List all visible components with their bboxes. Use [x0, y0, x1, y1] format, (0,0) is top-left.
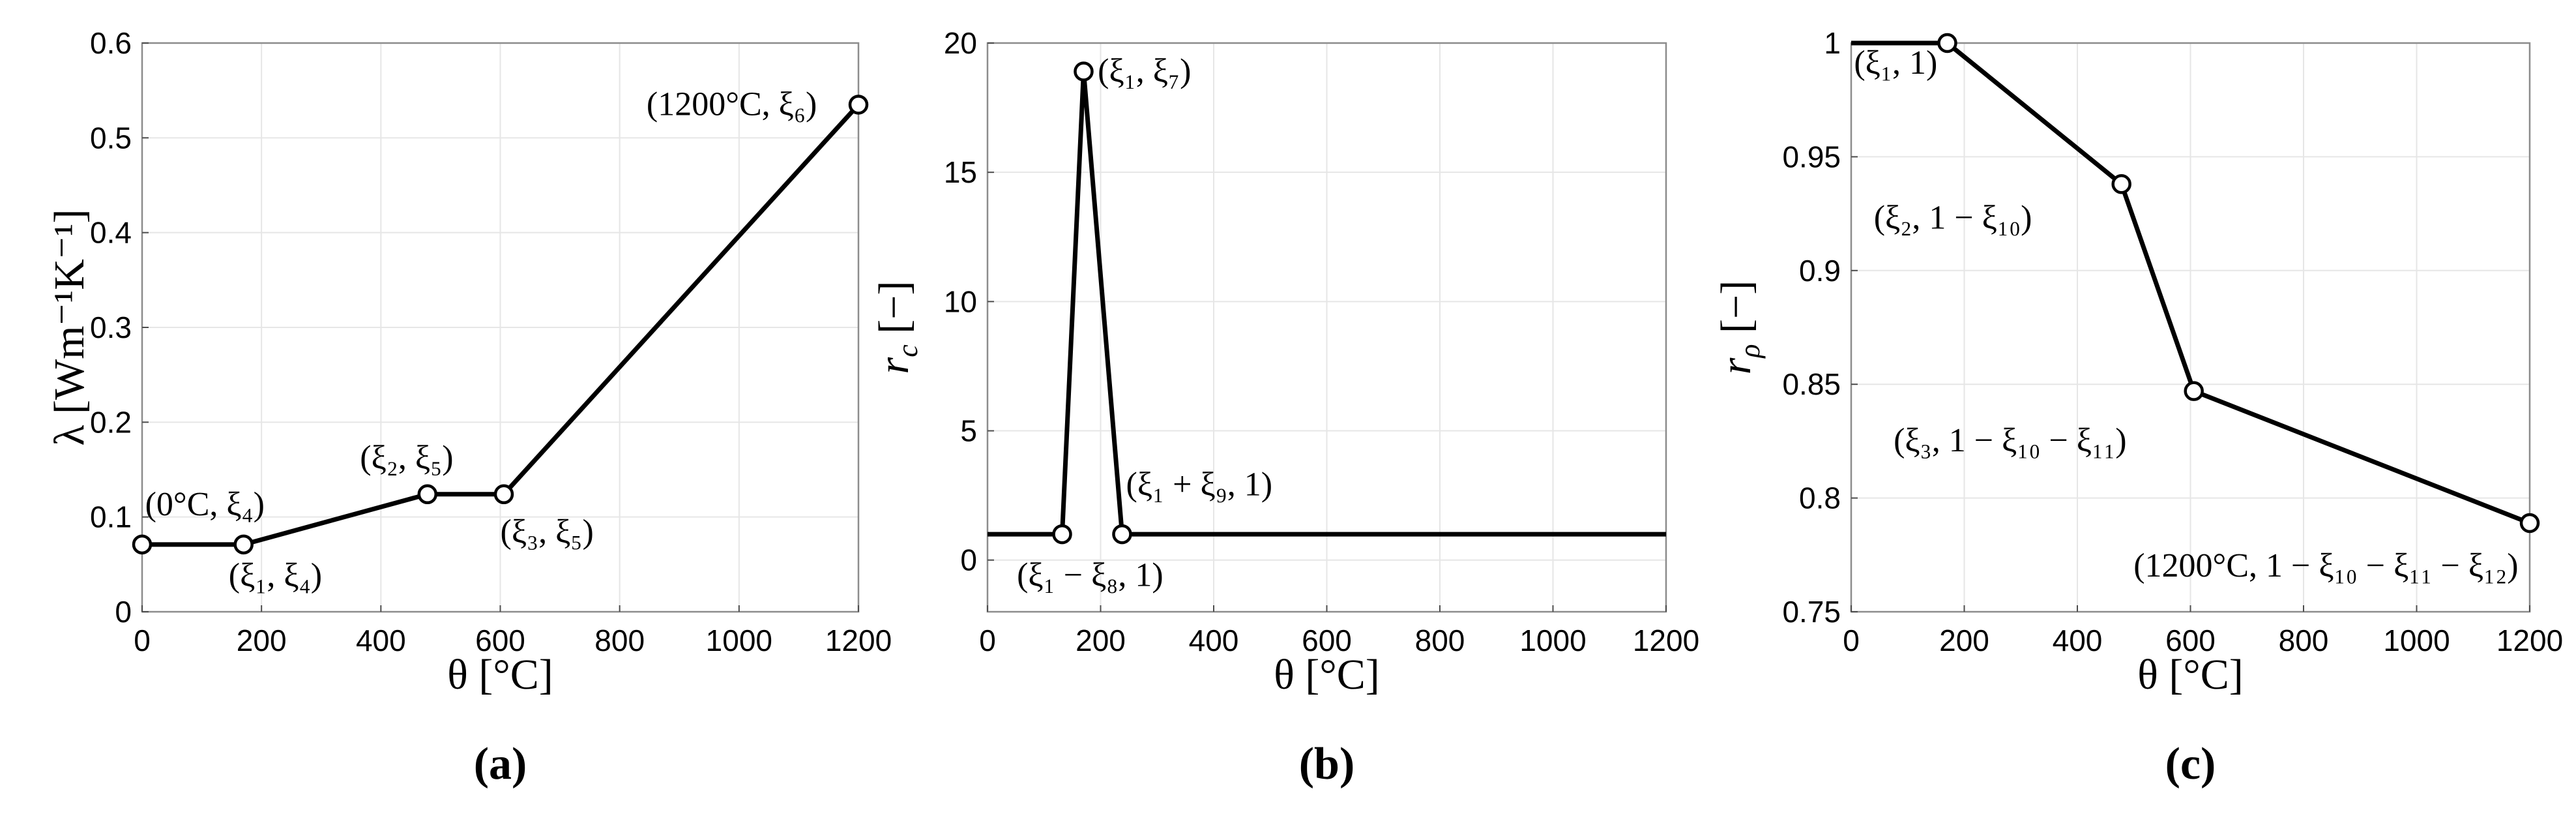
x-tick-label: 800: [1415, 624, 1465, 657]
annotation-0: (ξ₁, 1): [1854, 44, 1937, 82]
x-tick-label: 600: [2165, 624, 2216, 657]
data-point-4: [848, 95, 869, 115]
y-tick-label: 15: [944, 155, 977, 189]
annotation-1: (ξ₁ + ξ₉, 1): [1126, 466, 1273, 504]
x-tick-label: 200: [1076, 624, 1126, 657]
y-axis-label: rρ [−]: [1712, 280, 1766, 375]
y-tick-label: 0.4: [90, 216, 132, 250]
x-tick-label: 1200: [825, 624, 892, 657]
data-point-3: [493, 484, 514, 505]
x-tick-label: 0: [1843, 624, 1860, 657]
data-point-1: [2111, 174, 2131, 194]
annotation-3: (ξ₃, ξ₅): [501, 513, 594, 550]
data-point-2: [1112, 524, 1132, 545]
y-tick-label: 0.6: [90, 26, 132, 60]
annotation-2: (ξ₁ − ξ₈, 1): [1017, 556, 1164, 594]
panel-label: (a): [474, 739, 527, 789]
panel-b: 0 200 400 600 800 1000 1200 0 5 10 15 20 θ [°C] rc [−…: [870, 26, 1699, 789]
data-point-1: [1074, 61, 1094, 82]
x-tick-label: 200: [1939, 624, 1989, 657]
y-tick-label: 0.1: [90, 500, 132, 534]
x-axis-label: θ [°C]: [2137, 651, 2244, 699]
y-tick-label: 10: [944, 284, 977, 318]
x-tick-label: 1000: [2383, 624, 2450, 657]
data-point-3: [2519, 513, 2540, 534]
data-point-2: [2184, 381, 2204, 401]
y-axis-label: rc [−]: [870, 281, 924, 374]
y-tick-label: 1: [1824, 26, 1841, 60]
x-tick-label: 200: [237, 624, 287, 657]
y-tick-label: 0: [960, 543, 977, 577]
y-tick-label: 0.85: [1782, 367, 1841, 401]
panel-label: (c): [2165, 739, 2216, 789]
x-tick-label: 400: [1189, 624, 1239, 657]
y-tick-label: 0.3: [90, 310, 132, 344]
annotation-4: (1200°C, ξ₆): [647, 85, 817, 123]
data-point-1: [233, 534, 254, 555]
panel-label: (b): [1299, 739, 1355, 789]
y-axis-label: λ [Wm⁻¹K⁻¹]: [46, 209, 93, 446]
y-tick-label: 5: [960, 414, 977, 448]
y-tick-label: 0.95: [1782, 140, 1841, 173]
x-tick-label: 0: [134, 624, 151, 657]
annotation-2: (ξ₃, 1 − ξ₁₀ − ξ₁₁): [1894, 422, 2126, 459]
panel-c: 0 200 400 600 800 1000 1200 0.75 0.8 0.85 0.9 0.95 1…: [1712, 26, 2563, 789]
x-tick-label: 800: [594, 624, 645, 657]
y-tick-label: 0.9: [1799, 254, 1841, 288]
annotation-1: (ξ₁, ξ₄): [229, 557, 322, 594]
y-tick-label: 0.8: [1799, 481, 1841, 515]
x-axis-label: θ [°C]: [1274, 651, 1380, 699]
panel-a: 0 200 400 600 800 1000 1200 0 0.1 0.2 0.3 0.4 0.5 0.6…: [46, 26, 892, 789]
x-tick-label: 400: [356, 624, 406, 657]
y-tick-label: 0.5: [90, 121, 132, 155]
data-point-0: [1937, 33, 1957, 53]
annotation-1: (ξ₂, 1 − ξ₁₀): [1874, 199, 2032, 236]
x-tick-label: 600: [1302, 624, 1352, 657]
y-tick-label: 0.75: [1782, 595, 1841, 629]
y-tick-label: 0: [115, 595, 132, 629]
annotation-3: (1200°C, 1 − ξ₁₀ − ξ₁₁ − ξ₁₂): [2133, 547, 2518, 584]
x-tick-label: 1200: [1633, 624, 1699, 657]
x-tick-label: 400: [2053, 624, 2103, 657]
annotation-0: (0°C, ξ₄): [145, 486, 265, 523]
x-axis-label: θ [°C]: [447, 651, 553, 699]
y-tick-label: 0.2: [90, 405, 132, 439]
x-tick-label: 800: [2279, 624, 2329, 657]
data-point-0: [132, 534, 153, 555]
annotation-2: (ξ₂, ξ₅): [360, 440, 453, 477]
x-tick-label: 1000: [706, 624, 772, 657]
x-tick-label: 1200: [2496, 624, 2563, 657]
x-tick-label: 1000: [1519, 624, 1586, 657]
data-point-0: [1052, 524, 1072, 545]
annotation-0: (ξ₁, ξ₇): [1098, 52, 1191, 89]
y-tick-label: 20: [944, 26, 977, 60]
x-tick-label: 600: [475, 624, 525, 657]
data-point-2: [417, 484, 438, 505]
x-tick-label: 0: [979, 624, 996, 657]
